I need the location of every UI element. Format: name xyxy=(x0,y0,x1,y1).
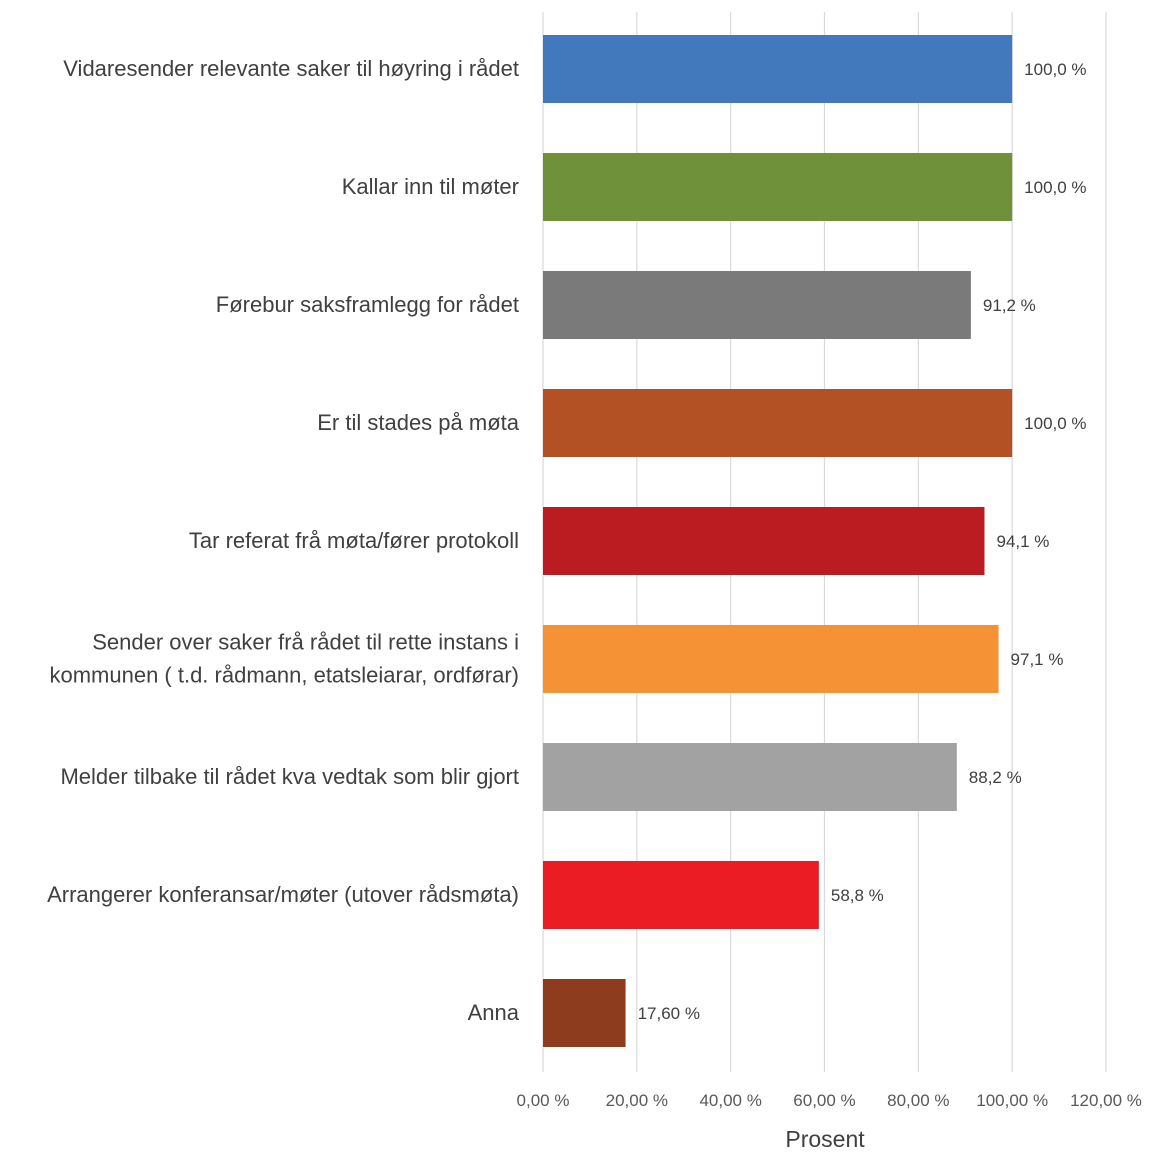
bar xyxy=(543,861,819,929)
bar xyxy=(543,507,985,575)
data-label: 97,1 % xyxy=(1011,650,1064,669)
category-label: Arrangerer konferansar/møter (utover råd… xyxy=(47,882,519,907)
category-label: Kallar inn til møter xyxy=(342,174,519,199)
data-label: 100,0 % xyxy=(1024,414,1086,433)
data-labels: 100,0 % 100,0 % 91,2 % 100,0 % 94,1 % 97,1 % 8… xyxy=(638,60,1087,1023)
data-label: 91,2 % xyxy=(983,296,1036,315)
bar xyxy=(543,389,1013,457)
x-tick-label: 80,00 % xyxy=(887,1091,949,1110)
bar xyxy=(543,271,971,339)
data-label: 88,2 % xyxy=(969,768,1022,787)
data-label: 17,60 % xyxy=(638,1004,700,1023)
category-label: Sender over saker frå rådet til rette in… xyxy=(49,630,519,688)
x-tick-label: 100,00 % xyxy=(976,1091,1048,1110)
x-tick-label: 60,00 % xyxy=(793,1091,855,1110)
bar xyxy=(543,625,999,693)
bar xyxy=(543,979,626,1047)
data-label: 58,8 % xyxy=(831,886,884,905)
x-axis-title: Prosent xyxy=(785,1126,865,1152)
x-tick-label: 40,00 % xyxy=(699,1091,761,1110)
category-label: Melder tilbake til rådet kva vedtak som … xyxy=(60,764,519,789)
data-label: 100,0 % xyxy=(1024,178,1086,197)
category-label: Tar referat frå møta/fører protokoll xyxy=(189,528,519,553)
x-tick-label: 120,00 % xyxy=(1070,1091,1142,1110)
category-label: Førebur saksframlegg for rådet xyxy=(216,292,519,317)
x-tick-label: 0,00 % xyxy=(517,1091,570,1110)
bars xyxy=(543,35,1013,1047)
data-label: 100,0 % xyxy=(1024,60,1086,79)
category-label: Vidaresender relevante saker til høyring… xyxy=(63,56,519,81)
bar xyxy=(543,153,1013,221)
x-axis-tick-labels: 0,00 % 20,00 % 40,00 % 60,00 % 80,00 % 100,00… xyxy=(517,1091,1142,1110)
bar xyxy=(543,35,1013,103)
x-tick-label: 20,00 % xyxy=(606,1091,668,1110)
category-labels: Vidaresender relevante saker til høyring… xyxy=(47,56,520,1025)
bar xyxy=(543,743,957,811)
category-label: Er til stades på møta xyxy=(317,410,520,435)
category-label: Anna xyxy=(468,1000,520,1025)
data-label: 94,1 % xyxy=(996,532,1049,551)
